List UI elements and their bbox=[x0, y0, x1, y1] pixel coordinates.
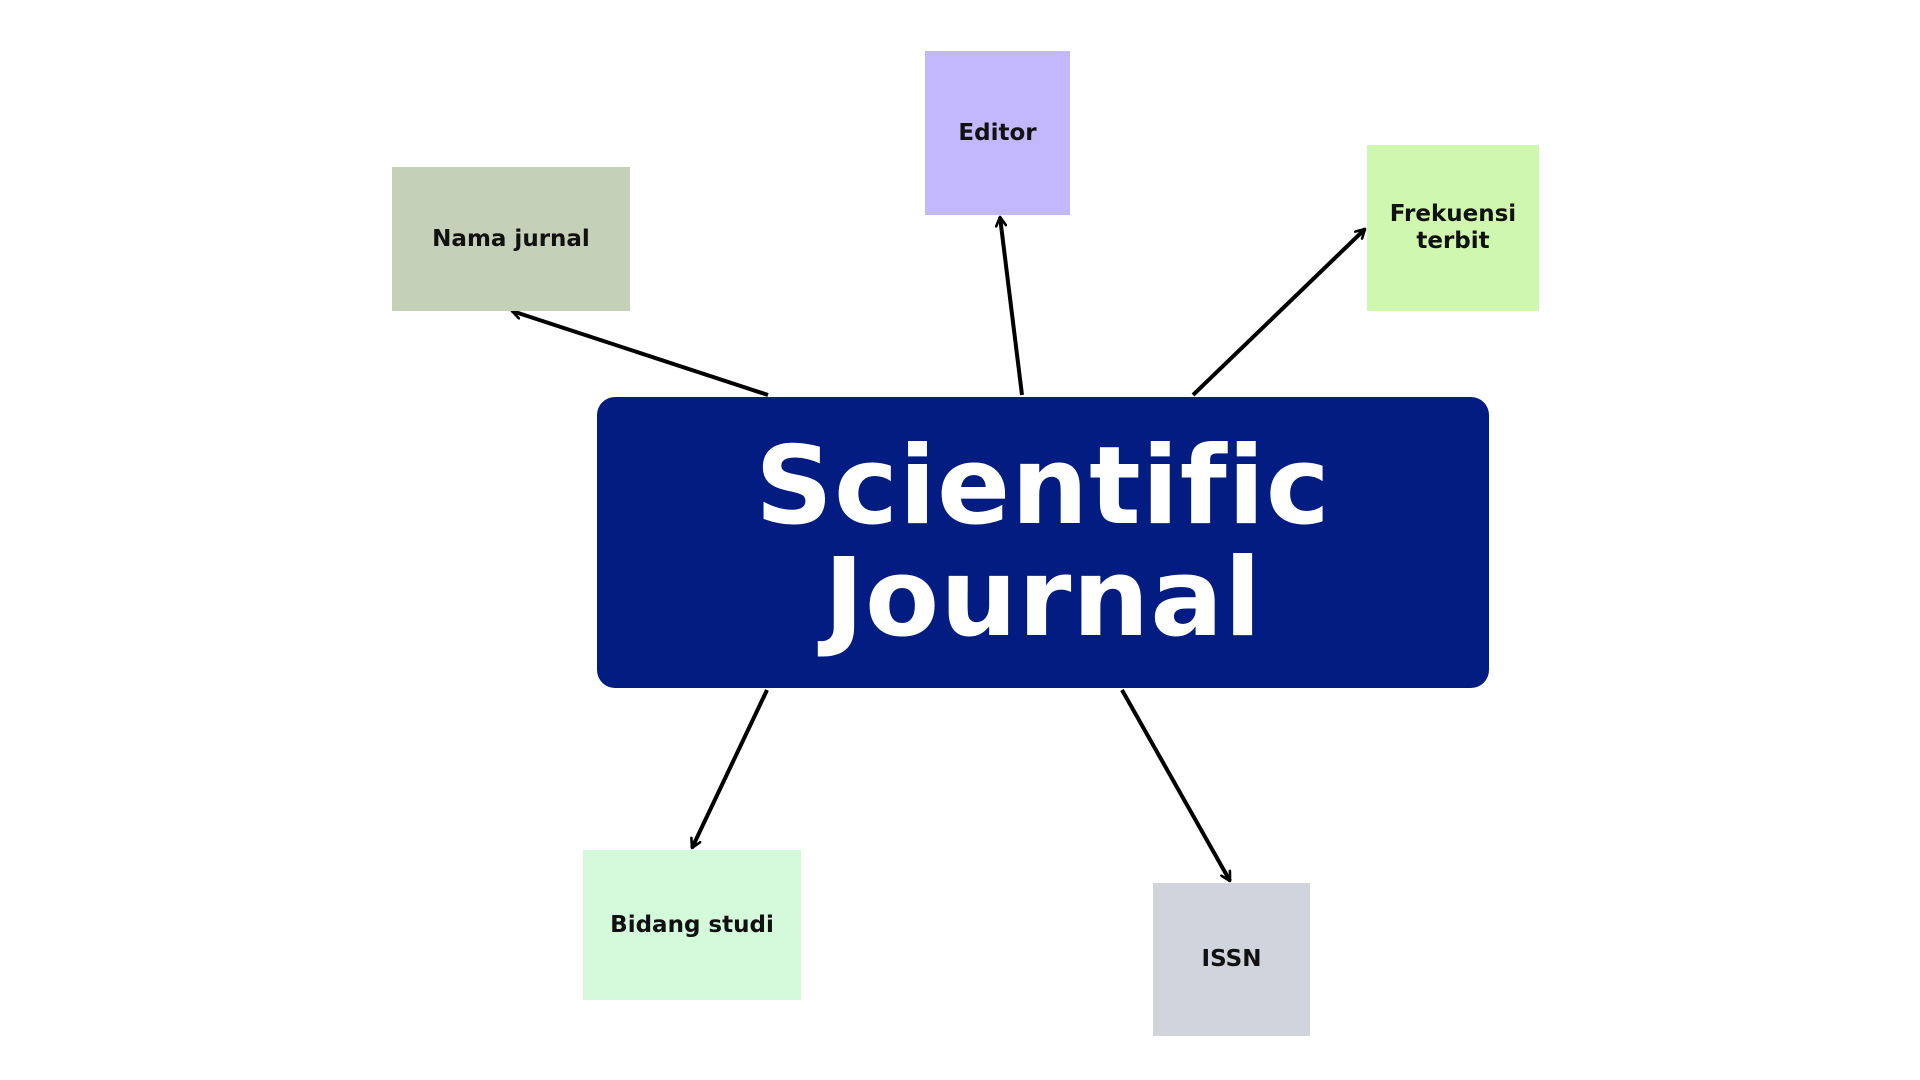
node-label-frekuensi-terbit: Frekuensi terbit bbox=[1389, 201, 1517, 254]
arrow-to-nama-jurnal bbox=[512, 311, 769, 397]
node-bidang-studi: Bidang studi bbox=[583, 850, 801, 1000]
node-editor: Editor bbox=[925, 51, 1070, 215]
node-label-nama-jurnal: Nama jurnal bbox=[432, 225, 590, 252]
arrow-to-editor bbox=[1000, 217, 1024, 396]
arrow-to-bidang-studi bbox=[692, 689, 769, 848]
arrow-to-issn bbox=[1120, 689, 1232, 881]
node-label-editor: Editor bbox=[958, 119, 1037, 146]
center-title: Scientific Journal bbox=[755, 423, 1331, 661]
arrow-to-frekuensi bbox=[1191, 227, 1367, 397]
node-label-bidang-studi: Bidang studi bbox=[610, 911, 774, 938]
node-label-issn: ISSN bbox=[1201, 946, 1262, 972]
node-nama-jurnal: Nama jurnal bbox=[392, 167, 630, 311]
node-issn: ISSN bbox=[1153, 883, 1310, 1036]
node-frekuensi-terbit: Frekuensi terbit bbox=[1367, 145, 1539, 311]
center-node: Scientific Journal bbox=[597, 397, 1489, 688]
